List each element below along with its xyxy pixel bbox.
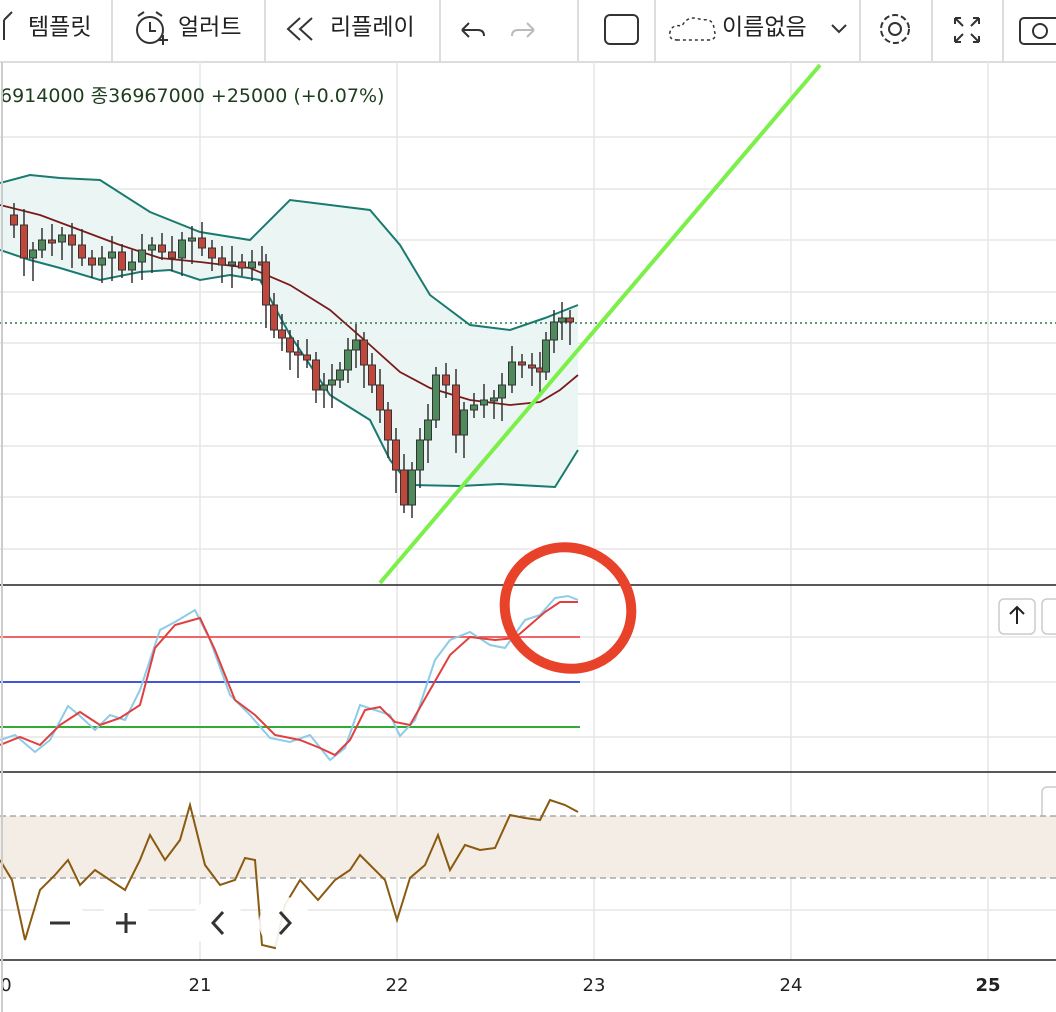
- scroll-left[interactable]: [192, 897, 244, 949]
- candle-body: [198, 237, 206, 249]
- candle-body: [328, 379, 336, 386]
- candle-body: [68, 234, 76, 246]
- candle-body: [344, 349, 352, 371]
- square-button[interactable]: [604, 14, 639, 45]
- candle-body: [550, 321, 558, 341]
- trend-line: [378, 63, 822, 585]
- x-axis-label: 23: [583, 975, 606, 996]
- toolbar: 템플릿 얼러트 리플레이 이름없음: [0, 0, 1056, 63]
- scroll-right[interactable]: [259, 897, 311, 949]
- candle-body: [188, 237, 196, 242]
- alert-icon: [136, 11, 168, 45]
- candle-body: [384, 409, 392, 441]
- candle-body: [470, 404, 478, 411]
- fullscreen[interactable]: [954, 17, 980, 43]
- x-axis-label: 21: [189, 975, 212, 996]
- ohlc-info: 6914000 종36967000 +25000 (+0.07%): [0, 85, 384, 107]
- candle-body: [278, 329, 286, 339]
- candle-body: [336, 369, 344, 381]
- bollinger-middle: [0, 204, 579, 406]
- stoch-k: [0, 594, 579, 762]
- nav-buttons: [34, 897, 311, 949]
- candle-body: [508, 361, 516, 386]
- candle-body: [392, 439, 400, 471]
- candle-body: [432, 374, 440, 421]
- x-axis-label: 24: [780, 975, 803, 996]
- close-label: 종: [91, 85, 108, 107]
- candle-body: [303, 354, 311, 361]
- candle-body: [98, 257, 106, 266]
- change-pct: (+0.07%): [293, 85, 384, 107]
- candle-body: [262, 261, 270, 306]
- alert-button[interactable]: 얼러트: [178, 15, 241, 41]
- undo[interactable]: [461, 22, 485, 38]
- candle-body: [376, 384, 384, 411]
- candle-body: [498, 384, 506, 399]
- bollinger-fill: [0, 175, 578, 487]
- candle-body: [528, 364, 536, 369]
- redo[interactable]: [511, 22, 535, 38]
- candle-body: [480, 399, 488, 406]
- candle-body: [518, 361, 526, 366]
- candle-body: [442, 374, 450, 386]
- candle-body: [118, 251, 126, 271]
- candle-body: [352, 339, 360, 351]
- candle-body: [490, 397, 498, 402]
- candle-body: [248, 261, 256, 269]
- candle-body: [460, 409, 468, 436]
- change: +25000: [211, 85, 287, 107]
- candle-body: [408, 469, 416, 506]
- candle-body: [148, 244, 156, 251]
- x-axis-label: 22: [386, 975, 409, 996]
- bollinger-upper: [0, 173, 579, 332]
- x-axis-label: 25: [975, 975, 1000, 996]
- candle-body: [168, 251, 176, 259]
- highlight-circle: [499, 542, 637, 674]
- candle-body: [78, 244, 86, 259]
- candle-body: [208, 247, 216, 259]
- candle-body: [218, 257, 226, 266]
- candle-body: [128, 261, 136, 271]
- candle-body: [312, 359, 320, 391]
- candle-body: [286, 337, 294, 353]
- replay-button[interactable]: 리플레이: [330, 15, 415, 41]
- grid: [0, 62, 1056, 960]
- candle-body: [320, 384, 328, 391]
- x-axis-label: 0: [0, 975, 11, 996]
- layout-name[interactable]: 이름없음: [722, 15, 807, 41]
- candle-body: [558, 317, 566, 323]
- candle-body: [108, 251, 116, 259]
- candle-body: [38, 239, 46, 251]
- candle-body: [400, 469, 408, 506]
- candle-body: [294, 351, 302, 356]
- candle-body: [228, 261, 236, 266]
- candle-body: [10, 214, 18, 226]
- candle-body: [178, 239, 186, 259]
- candle-body: [158, 244, 166, 253]
- template-button[interactable]: 템플릿: [28, 15, 91, 41]
- close: 36967000: [108, 85, 205, 107]
- rsi-band: [0, 816, 1056, 878]
- candle-body: [452, 384, 460, 436]
- candle-body: [29, 249, 37, 259]
- candle-body: [566, 317, 574, 323]
- candle-body: [88, 257, 96, 266]
- candle-body: [138, 249, 146, 263]
- candle-body: [416, 439, 424, 471]
- candle-body: [20, 224, 28, 259]
- candle-body: [48, 239, 56, 244]
- candle-body: [58, 234, 66, 243]
- open: 6914000: [0, 85, 85, 107]
- candle-body: [542, 339, 550, 373]
- candle-body: [424, 419, 432, 441]
- candle-body: [368, 364, 376, 386]
- settings[interactable]: [880, 14, 910, 44]
- candle-body: [270, 304, 278, 331]
- candles: [10, 203, 574, 518]
- candle-body: [360, 339, 368, 366]
- snapshot[interactable]: [1019, 17, 1056, 45]
- stoch-d: [0, 601, 578, 757]
- candle-body: [238, 261, 246, 269]
